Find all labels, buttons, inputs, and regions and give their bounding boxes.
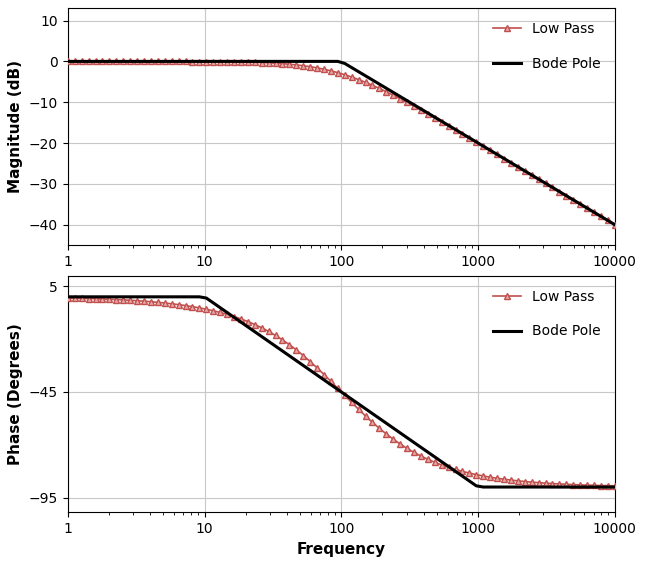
Legend: Low Pass, Bode Pole: Low Pass, Bode Pole [486,282,608,345]
Bode Pole [479,484,487,490]
Bode Pole [555,484,563,490]
Bode Pole [438,118,446,125]
Bode Pole [306,58,314,65]
Y-axis label: Phase (Degrees): Phase (Degrees) [8,323,23,465]
Line: Low Pass: Low Pass [64,58,618,228]
Bode Pole [396,93,404,100]
Y-axis label: Magnitude (dB): Magnitude (dB) [8,60,23,193]
Bode Pole [438,458,446,465]
Legend: Low Pass, Bode Pole: Low Pass, Bode Pole [486,15,608,78]
Low Pass [417,107,425,114]
Bode Pole [396,429,404,436]
Low Pass [438,119,446,125]
Low Pass [64,295,72,302]
Low Pass [438,462,446,468]
Low Pass [417,453,425,459]
Low Pass [396,441,404,447]
Bode Pole [390,89,397,96]
Bode Pole [64,293,72,300]
Low Pass [306,63,314,70]
Low Pass [306,358,314,365]
Bode Pole [548,184,556,191]
Bode Pole [611,484,619,490]
Line: Bode Pole: Bode Pole [68,62,615,225]
Low Pass [611,221,619,228]
Bode Pole [306,367,314,373]
X-axis label: Frequency: Frequency [297,542,386,557]
Line: Low Pass: Low Pass [64,294,618,489]
Low Pass [390,92,397,99]
Bode Pole [611,221,619,228]
Line: Bode Pole: Bode Pole [68,297,615,487]
Bode Pole [64,58,72,65]
Low Pass [64,58,72,65]
Low Pass [611,483,619,489]
Low Pass [390,436,397,442]
Bode Pole [417,106,425,112]
Bode Pole [390,425,397,432]
Low Pass [548,480,556,487]
Low Pass [548,184,556,191]
Low Pass [396,95,404,102]
Bode Pole [417,444,425,451]
